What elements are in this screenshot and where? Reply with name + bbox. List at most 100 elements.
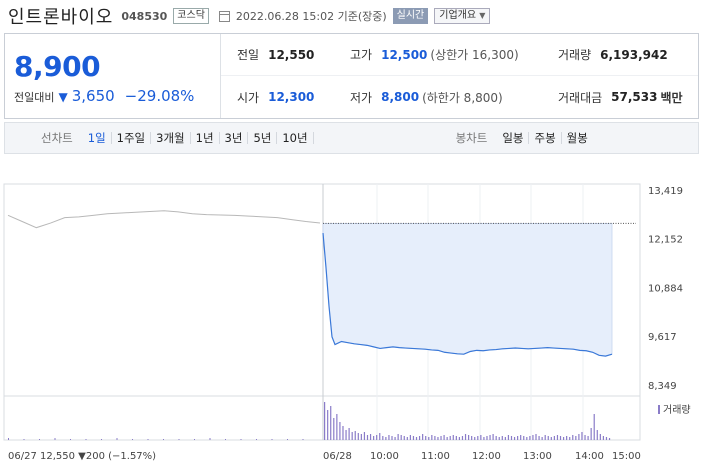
volume-bar (566, 436, 568, 440)
candle-chart-label: 봉차트 (455, 131, 488, 145)
current-price-box: 8,900 전일대비 ▼ 3,650 −29.08% (5, 34, 221, 118)
y-tick-label: 10,884 (648, 284, 683, 295)
x-axis-labels: 06/28 10:00 11:00 12:00 13:00 14:00 15:00 (323, 451, 641, 462)
tab-5y[interactable]: 5년 (248, 132, 278, 144)
volume-bar (330, 406, 332, 440)
volume-bar (608, 438, 611, 440)
volume-bar (523, 436, 525, 440)
stat-value: 6,193,942 (600, 47, 668, 62)
x-tick-label: 11:00 (421, 451, 450, 462)
volume-bar (489, 435, 491, 440)
volume-bar (581, 432, 583, 440)
volume-bar (468, 435, 470, 440)
stat-value: 12,300 (268, 90, 315, 104)
volume-bar (388, 435, 390, 440)
tab-weekly-candle[interactable]: 주봉 (529, 132, 562, 144)
stat-label: 저가 (350, 90, 373, 105)
volume-bar (409, 435, 411, 440)
volume-bar (544, 435, 546, 440)
volume-bar (541, 437, 543, 440)
volume-bar (510, 436, 513, 440)
price-summary: 8,900 전일대비 ▼ 3,650 −29.08% 전일 12,550 고가 … (4, 33, 699, 119)
quote-datetime: 2022.06.28 15:02 기준(장중) (235, 10, 387, 23)
tab-daily-candle[interactable]: 일봉 (497, 132, 530, 144)
volume-bar (517, 436, 519, 440)
tab-3m[interactable]: 3개월 (151, 132, 191, 144)
volume-bar (556, 435, 559, 440)
volume-bar (449, 436, 451, 440)
volume-bar (483, 437, 485, 440)
volume-bar (360, 434, 362, 440)
volume-bar (507, 435, 510, 440)
volume-bar (422, 434, 424, 440)
volume-bar (327, 410, 329, 440)
y-tick-label: 8,349 (648, 381, 677, 392)
volume-bar (351, 432, 353, 440)
volume-bar (287, 439, 288, 440)
tab-1d[interactable]: 1일 (83, 132, 112, 144)
volume-bar (385, 437, 387, 440)
volume-bar (369, 434, 372, 440)
volume-bar (163, 439, 164, 440)
stats-grid: 전일 12,550 고가 12,500 (상한가 16,300) 거래량 6,1… (221, 34, 698, 118)
volume-bar (452, 435, 454, 440)
y-axis-labels: 13,419 12,152 10,884 9,617 8,349 (648, 186, 683, 392)
market-badge: 코스닥 (173, 8, 209, 24)
stock-header: 인트론바이오 048530 코스닥 2022.06.28 15:02 기준(장중… (8, 3, 491, 29)
tab-10y[interactable]: 10년 (277, 132, 314, 144)
tab-1w[interactable]: 1주일 (112, 132, 152, 144)
down-triangle-icon: ▼ (58, 90, 68, 104)
volume-bar (373, 436, 375, 440)
volume-bar (54, 438, 56, 440)
company-overview-button[interactable]: 기업개요 ▼ (434, 8, 491, 24)
volume-bar (590, 428, 592, 440)
volume-bar (605, 437, 608, 440)
tab-1y[interactable]: 1년 (191, 132, 220, 144)
volume-bar (431, 435, 433, 440)
change-row: 전일대비 ▼ 3,650 −29.08% (14, 87, 220, 105)
volume-bar (354, 431, 356, 440)
volume-bar (599, 434, 601, 440)
y-tick-label: 12,152 (648, 235, 683, 246)
volume-bar (480, 435, 482, 440)
volume-bar (428, 437, 430, 440)
volume-bar (39, 439, 40, 440)
volume-legend-swatch (658, 405, 660, 414)
volume-bar (357, 433, 359, 440)
volume-bar (400, 435, 402, 440)
tab-monthly-candle[interactable]: 월봉 (566, 131, 588, 145)
volume-bar (418, 436, 421, 440)
volume-bar (394, 437, 396, 440)
volume-legend: 거래량 (663, 404, 691, 416)
volume-bar (336, 414, 338, 440)
x-tick-label: 13:00 (523, 451, 552, 462)
volume-bar (116, 438, 118, 440)
tab-3y[interactable]: 3년 (220, 132, 249, 144)
volume-bar (194, 439, 195, 440)
volume-bar (578, 434, 580, 440)
today-series-line (322, 232, 613, 357)
intraday-chart[interactable]: 13,419 12,152 10,884 9,617 8,349 06/28 10:00 1… (0, 160, 703, 469)
volume-bar (412, 436, 415, 440)
volume-bar (376, 435, 378, 440)
x-tick-label: 15:00 (612, 451, 641, 462)
volume-bar (363, 432, 366, 440)
volume-bar (569, 437, 571, 440)
caret-down-icon: ▼ (479, 11, 486, 20)
stat-label: 거래량 (558, 48, 592, 62)
company-overview-label: 기업개요 (439, 10, 477, 21)
calendar-icon (218, 10, 230, 22)
volume-bar (455, 436, 457, 440)
volume-bar (526, 437, 528, 440)
volume-bar (132, 439, 133, 440)
stock-code: 048530 (121, 9, 168, 23)
volume-bar (593, 414, 595, 440)
realtime-button[interactable]: 실시간 (392, 8, 429, 24)
x-tick-label: 06/28 (323, 451, 352, 462)
volume-bar (495, 436, 497, 440)
volume-bar (486, 436, 488, 440)
volume-bar (324, 402, 326, 440)
volume-bar (209, 438, 211, 440)
volume-bar (101, 439, 102, 440)
volume-bar (596, 430, 598, 440)
